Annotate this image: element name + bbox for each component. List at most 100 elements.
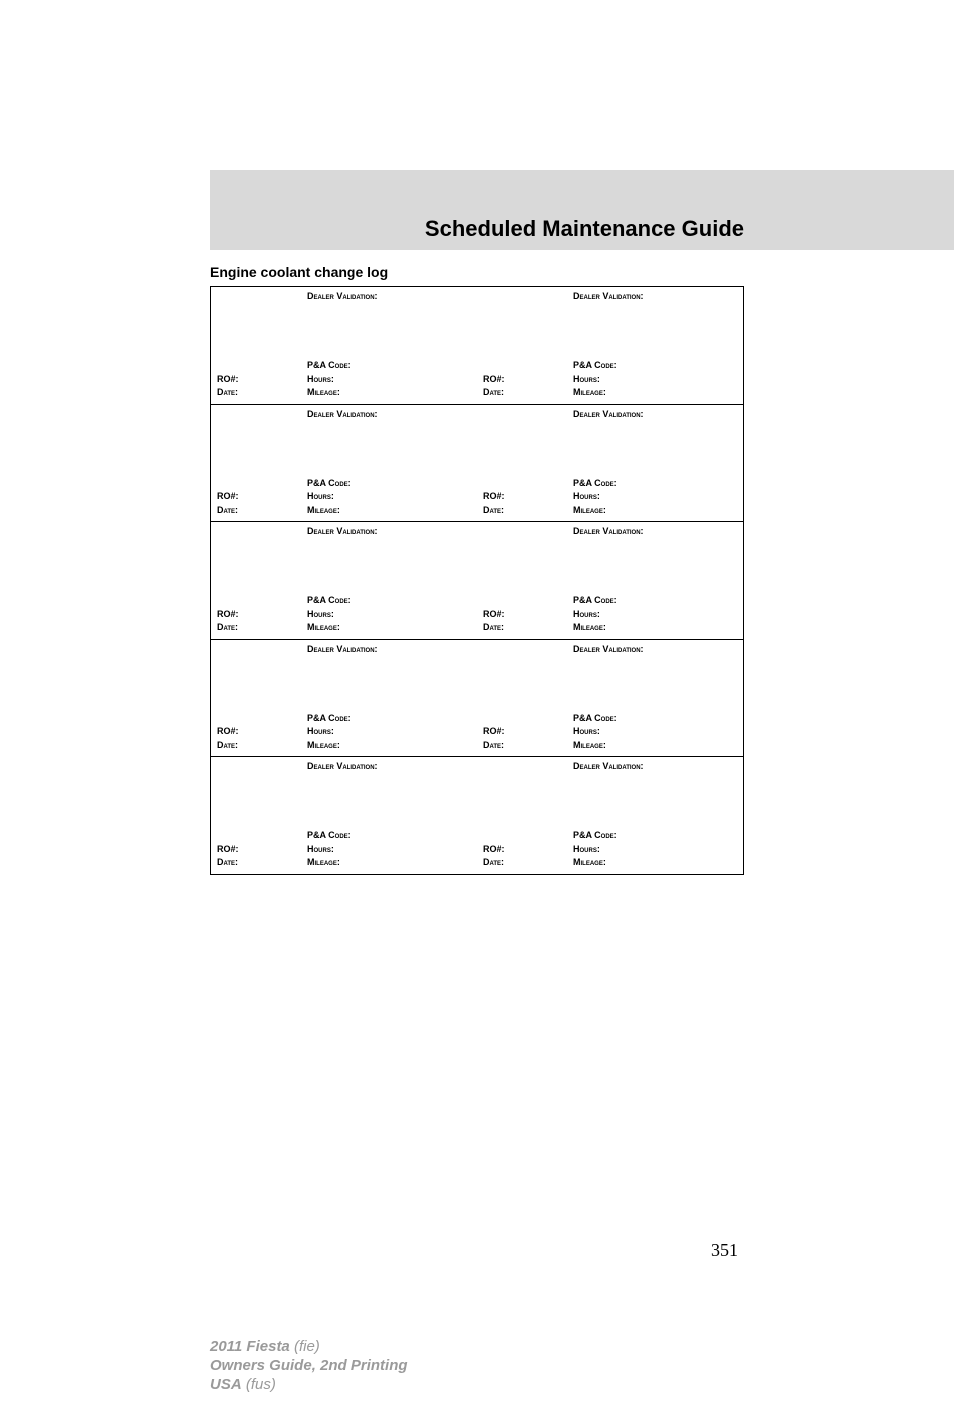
footer-code-1: (fie) [294, 1338, 320, 1355]
mileage-label: Mileage: [307, 621, 340, 635]
date-label: Date: [483, 504, 573, 518]
dealer-validation-label: Dealer Validation: [307, 761, 378, 771]
footer-region: USA [210, 1376, 242, 1393]
pna-code-label: P&A Code: [307, 477, 351, 491]
ro-label: RO#: [217, 608, 307, 622]
dealer-validation-label: Dealer Validation: [573, 291, 644, 301]
mileage-label: Mileage: [307, 856, 340, 870]
dealer-validation-label: Dealer Validation: [573, 526, 644, 536]
dealer-validation-label: Dealer Validation: [307, 644, 378, 654]
content-area: Engine coolant change log Dealer Validat… [210, 264, 744, 875]
date-label: Date: [217, 739, 307, 753]
dealer-validation-label: Dealer Validation: [573, 761, 644, 771]
log-cell-td: Dealer Validation: P&A Code: RO#: Hours:… [211, 522, 478, 640]
pna-code-label: P&A Code: [573, 712, 617, 726]
pna-code-label: P&A Code: [307, 829, 351, 843]
section-heading: Engine coolant change log [210, 264, 744, 280]
ro-label: RO#: [483, 843, 573, 857]
log-row: Dealer Validation: P&A Code: RO#: Hours:… [211, 757, 744, 875]
ro-label: RO#: [217, 373, 307, 387]
date-label: Date: [217, 621, 307, 635]
footer-guide: Owners Guide, 2nd Printing [210, 1357, 408, 1374]
log-row: Dealer Validation: P&A Code: RO#: Hours:… [211, 639, 744, 757]
log-cell: Dealer Validation: P&A Code: RO#: Hours:… [477, 640, 743, 757]
date-label: Date: [483, 739, 573, 753]
pna-code-label: P&A Code: [573, 359, 617, 373]
mileage-label: Mileage: [573, 504, 606, 518]
log-cell: Dealer Validation: P&A Code: RO#: Hours:… [211, 405, 477, 522]
date-label: Date: [217, 386, 307, 400]
coolant-log-table: Dealer Validation: P&A Code: RO#: Hours:… [210, 286, 744, 875]
hours-label: Hours: [307, 373, 334, 387]
dealer-validation-label: Dealer Validation: [307, 291, 378, 301]
log-cell: Dealer Validation: P&A Code: RO#: Hours:… [477, 405, 743, 522]
mileage-label: Mileage: [307, 504, 340, 518]
footer-line-2: Owners Guide, 2nd Printing [210, 1357, 408, 1376]
ro-label: RO#: [217, 843, 307, 857]
log-row: Dealer Validation: P&A Code: RO#: Hours:… [211, 287, 744, 405]
pna-code-label: P&A Code: [573, 477, 617, 491]
ro-label: RO#: [483, 373, 573, 387]
log-row: Dealer Validation: P&A Code: RO#: Hours:… [211, 404, 744, 522]
hours-label: Hours: [307, 490, 334, 504]
log-cell-td: Dealer Validation: P&A Code: RO#: Hours:… [477, 522, 744, 640]
log-cell-td: Dealer Validation: P&A Code: RO#: Hours:… [477, 404, 744, 522]
mileage-label: Mileage: [573, 739, 606, 753]
log-row: Dealer Validation: P&A Code: RO#: Hours:… [211, 522, 744, 640]
log-cell: Dealer Validation: P&A Code: RO#: Hours:… [477, 287, 743, 404]
hours-label: Hours: [307, 843, 334, 857]
footer-code-2: (fus) [246, 1376, 276, 1393]
date-label: Date: [483, 386, 573, 400]
dealer-validation-label: Dealer Validation: [307, 526, 378, 536]
mileage-label: Mileage: [573, 386, 606, 400]
page-title: Scheduled Maintenance Guide [425, 216, 744, 242]
pna-code-label: P&A Code: [307, 712, 351, 726]
header-band: Scheduled Maintenance Guide [210, 170, 954, 250]
mileage-label: Mileage: [573, 621, 606, 635]
pna-code-label: P&A Code: [307, 594, 351, 608]
hours-label: Hours: [307, 608, 334, 622]
log-cell-td: Dealer Validation: P&A Code: RO#: Hours:… [477, 639, 744, 757]
log-cell-td: Dealer Validation: P&A Code: RO#: Hours:… [211, 287, 478, 405]
log-cell-td: Dealer Validation: P&A Code: RO#: Hours:… [211, 404, 478, 522]
ro-label: RO#: [217, 490, 307, 504]
hours-label: Hours: [573, 608, 600, 622]
log-cell: Dealer Validation: P&A Code: RO#: Hours:… [477, 522, 743, 639]
page-number: 351 [711, 1240, 738, 1261]
footer-model: 2011 Fiesta [210, 1338, 290, 1355]
log-cell-td: Dealer Validation: P&A Code: RO#: Hours:… [477, 287, 744, 405]
hours-label: Hours: [573, 490, 600, 504]
log-cell-td: Dealer Validation: P&A Code: RO#: Hours:… [211, 639, 478, 757]
mileage-label: Mileage: [573, 856, 606, 870]
date-label: Date: [483, 856, 573, 870]
date-label: Date: [483, 621, 573, 635]
pna-code-label: P&A Code: [307, 359, 351, 373]
dealer-validation-label: Dealer Validation: [307, 409, 378, 419]
hours-label: Hours: [573, 843, 600, 857]
page: Scheduled Maintenance Guide Engine coola… [0, 170, 954, 1405]
ro-label: RO#: [483, 608, 573, 622]
date-label: Date: [217, 856, 307, 870]
log-cell: Dealer Validation: P&A Code: RO#: Hours:… [477, 757, 743, 874]
pna-code-label: P&A Code: [573, 594, 617, 608]
log-cell: Dealer Validation: P&A Code: RO#: Hours:… [211, 522, 477, 639]
hours-label: Hours: [573, 725, 600, 739]
footer-line-1: 2011 Fiesta (fie) [210, 1338, 408, 1357]
hours-label: Hours: [307, 725, 334, 739]
ro-label: RO#: [217, 725, 307, 739]
footer-line-3: USA (fus) [210, 1376, 408, 1395]
log-cell-td: Dealer Validation: P&A Code: RO#: Hours:… [477, 757, 744, 875]
log-cell: Dealer Validation: P&A Code: RO#: Hours:… [211, 287, 477, 404]
log-cell: Dealer Validation: P&A Code: RO#: Hours:… [211, 640, 477, 757]
log-cell: Dealer Validation: P&A Code: RO#: Hours:… [211, 757, 477, 874]
hours-label: Hours: [573, 373, 600, 387]
dealer-validation-label: Dealer Validation: [573, 409, 644, 419]
mileage-label: Mileage: [307, 739, 340, 753]
pna-code-label: P&A Code: [573, 829, 617, 843]
ro-label: RO#: [483, 490, 573, 504]
mileage-label: Mileage: [307, 386, 340, 400]
log-cell-td: Dealer Validation: P&A Code: RO#: Hours:… [211, 757, 478, 875]
date-label: Date: [217, 504, 307, 518]
dealer-validation-label: Dealer Validation: [573, 644, 644, 654]
footer: 2011 Fiesta (fie) Owners Guide, 2nd Prin… [210, 1338, 408, 1394]
